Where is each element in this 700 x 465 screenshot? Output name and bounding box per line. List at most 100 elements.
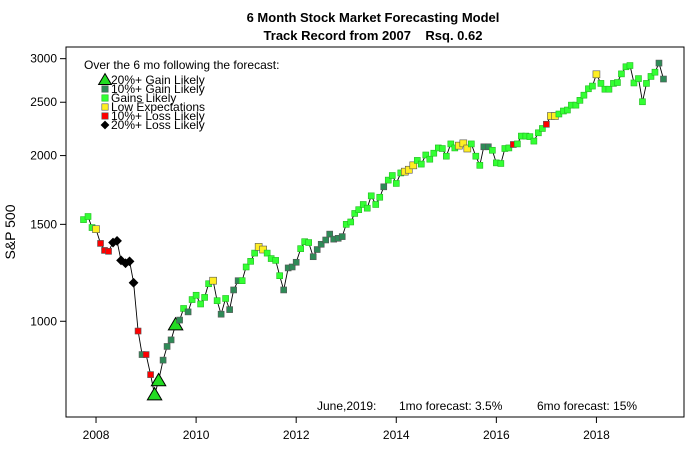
- data-point: [384, 176, 392, 184]
- x-tick-label: 2016: [483, 428, 510, 442]
- data-point: [263, 249, 271, 257]
- legend-marker: [101, 85, 109, 93]
- data-point: [660, 75, 667, 83]
- data-point: [463, 144, 472, 153]
- data-point: [134, 327, 142, 335]
- footer-date: June,2019:: [317, 399, 376, 413]
- legend-label: 20%+ Gain Likely: [111, 73, 205, 87]
- legend-title: Over the 6 mo following the forecast:: [84, 58, 279, 72]
- data-point: [197, 300, 204, 308]
- chart-title: 6 Month Stock Market Forecasting Model: [247, 10, 500, 25]
- y-tick-label: 2000: [30, 149, 57, 163]
- data-point: [209, 276, 217, 285]
- data-point: [589, 82, 596, 90]
- data-point: [322, 236, 330, 244]
- data-point: [372, 201, 380, 208]
- data-point: [226, 306, 233, 313]
- data-point: [326, 230, 334, 238]
- data-point: [146, 386, 163, 401]
- data-point: [404, 165, 413, 174]
- data-point: [514, 140, 521, 148]
- data-point: [655, 59, 663, 67]
- data-point: [201, 294, 208, 301]
- data-point: [338, 233, 346, 240]
- x-tick-label: 2010: [183, 428, 210, 442]
- data-point: [592, 70, 601, 79]
- data-point: [380, 183, 388, 191]
- data-point: [292, 258, 300, 266]
- data-point: [489, 146, 496, 154]
- data-point: [363, 204, 371, 212]
- data-point: [543, 120, 550, 128]
- data-point: [576, 97, 584, 104]
- data-point: [305, 239, 312, 246]
- data-point: [163, 343, 171, 350]
- data-point: [635, 75, 642, 82]
- data-point: [630, 79, 638, 87]
- data-point: [313, 246, 321, 253]
- data-point: [526, 133, 534, 140]
- data-point: [651, 68, 659, 76]
- data-point: [447, 140, 455, 148]
- y-tick-label: 1500: [30, 217, 57, 231]
- chart-subtitle: Track Record from 2007 Rsq. 0.62: [264, 28, 483, 43]
- legend-marker: [97, 72, 113, 85]
- footer-6mo-forecast: 6mo forecast: 15%: [537, 399, 637, 413]
- x-tick-label: 2012: [283, 428, 310, 442]
- legend-marker: [101, 94, 109, 102]
- data-point: [647, 73, 655, 80]
- x-tick-label: 2018: [583, 428, 610, 442]
- data-point: [247, 258, 254, 265]
- legend-label: Low Expectations: [111, 100, 205, 114]
- data-point: [222, 295, 229, 302]
- data-point: [530, 137, 538, 145]
- legend-marker: [101, 112, 109, 120]
- data-point: [472, 152, 480, 160]
- data-point: [97, 240, 104, 247]
- data-point: [439, 145, 446, 152]
- y-tick-label: 3000: [30, 52, 57, 66]
- data-point: [297, 245, 304, 252]
- data-point: [614, 79, 621, 86]
- data-point: [413, 157, 421, 164]
- data-point: [317, 240, 325, 248]
- data-point: [443, 152, 450, 160]
- data-point: [409, 161, 418, 170]
- data-point: [192, 291, 200, 299]
- y-tick-label: 1000: [30, 314, 57, 328]
- data-point: [422, 151, 430, 159]
- data-point: [426, 155, 434, 163]
- data-point: [150, 372, 167, 387]
- data-point: [128, 277, 139, 288]
- data-point: [124, 256, 135, 267]
- data-point: [238, 277, 246, 284]
- data-point: [476, 162, 484, 169]
- data-point: [347, 218, 355, 226]
- data-point: [142, 351, 150, 358]
- x-tick-label: 2014: [383, 428, 410, 442]
- data-point: [626, 62, 634, 69]
- data-point: [539, 125, 546, 132]
- data-point: [167, 336, 175, 344]
- data-point: [84, 213, 92, 220]
- legend-label: 10%+ Loss Likely: [111, 109, 205, 123]
- data-point: [459, 139, 468, 148]
- data-point: [367, 192, 375, 200]
- data-point: [217, 310, 225, 318]
- data-point: [505, 144, 513, 152]
- data-point: [112, 235, 122, 246]
- data-point: [580, 91, 588, 99]
- data-point: [276, 272, 283, 280]
- data-point: [272, 257, 279, 264]
- legend-label: 10%+ Gain Likely: [111, 82, 205, 96]
- data-point: [535, 129, 542, 137]
- data-point: [564, 106, 571, 114]
- data-point: [159, 356, 167, 364]
- data-point: [639, 98, 646, 106]
- legend-marker: [101, 103, 109, 111]
- data-point: [468, 140, 475, 148]
- data-point: [430, 149, 438, 157]
- data-point: [309, 253, 317, 261]
